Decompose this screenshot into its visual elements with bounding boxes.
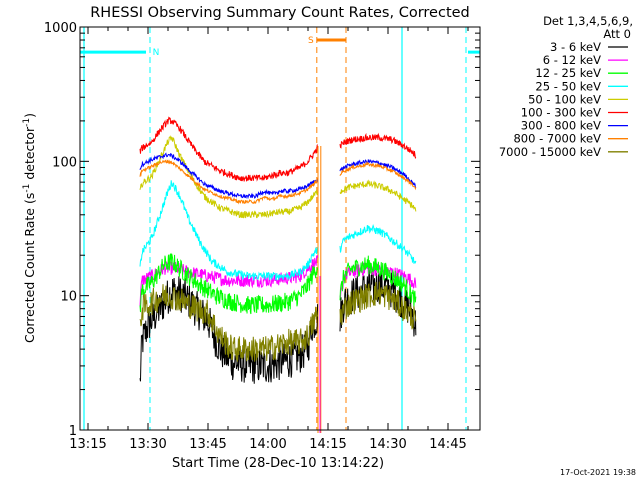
- series-line: [139, 180, 319, 281]
- series-50-100-kev: [139, 135, 417, 219]
- y-tick-label: 1: [69, 424, 77, 439]
- series-25-50-kev: [139, 180, 417, 281]
- y-axis-label-part2: detector: [22, 126, 37, 184]
- y-axis-label: Corrected Count Rate (s-1 detector-1): [22, 113, 37, 343]
- series-100-300-kev: [139, 116, 417, 182]
- date-stamp: 17-Oct-2021 19:38: [560, 468, 636, 477]
- series-line: [139, 252, 319, 315]
- legend-label-25-50-kev: 25 - 50 keV: [535, 79, 601, 93]
- series-7000-15000-kev: [139, 281, 417, 362]
- x-tick-label: 13:15: [69, 437, 106, 452]
- y-axis-label-sup2: -1: [22, 118, 32, 127]
- legend-label-100-300-kev: 100 - 300 keV: [521, 106, 601, 120]
- y-tick-label: 100: [52, 155, 77, 170]
- series-12-25-kev: [139, 252, 417, 315]
- plot-frame: [79, 26, 481, 431]
- series-800-7000-kev: [139, 159, 417, 205]
- series-layer: [139, 116, 417, 384]
- series-line: [139, 284, 319, 362]
- series-line: [139, 135, 319, 219]
- legend-label-12-25-kev: 12 - 25 keV: [535, 66, 601, 80]
- x-tick-label: 14:30: [369, 437, 406, 452]
- tick-layer: 13:15 13:30 13:45 14:00 14:15 14:30 14:45 1 10 10…: [44, 21, 480, 452]
- x-tick-label: 13:45: [189, 437, 226, 452]
- y-axis-label-sup1: -1: [22, 184, 32, 193]
- y-tick-label: 1000: [44, 21, 77, 36]
- legend-label-800-7000-kev: 800 - 7000 keV: [513, 132, 601, 146]
- series-line: [139, 116, 319, 182]
- x-tick-label: 14:45: [429, 437, 466, 452]
- legend-label-6-12-kev: 6 - 12 keV: [543, 53, 601, 67]
- legend-label-3-6-kev: 3 - 6 keV: [550, 40, 601, 54]
- y-tick-label: 10: [60, 290, 77, 305]
- y-axis-label-part1: Corrected Count Rate (s: [22, 193, 37, 343]
- legend-label-50-100-kev: 50 - 100 keV: [528, 92, 601, 106]
- series-line: [339, 255, 417, 308]
- series-line: [139, 276, 319, 384]
- series-line: [339, 160, 417, 191]
- legend-label-300-800-kev: 300 - 800 keV: [521, 119, 601, 133]
- x-axis-label: Start Time (28-Dec-10 13:14:22): [172, 456, 384, 471]
- flag-label-s: S: [308, 36, 314, 46]
- x-tick-label: 14:00: [249, 437, 286, 452]
- plot-area: NS 13:15 13:30 13:45 14:00 14:15 14:30 14:4511…: [44, 21, 481, 452]
- legend-label-7000-15000-kev: 7000 - 15000 keV: [499, 145, 601, 159]
- series-line: [139, 159, 319, 205]
- y-axis-label-part3: ): [22, 113, 37, 118]
- series-line: [339, 132, 417, 160]
- series-line: [139, 152, 319, 200]
- x-tick-label: 13:30: [129, 437, 166, 452]
- x-tick-label: 14:15: [309, 437, 346, 452]
- flag-label-n: N: [153, 48, 160, 58]
- series-line: [339, 281, 417, 330]
- series-3-6-kev: [139, 268, 417, 384]
- flag-layer: NS: [80, 27, 480, 433]
- chart-title: RHESSI Observing Summary Count Rates, Co…: [90, 5, 470, 21]
- series-line: [339, 179, 417, 212]
- legend-header-line2: Att 0: [603, 27, 631, 41]
- series-line: [339, 223, 417, 264]
- legend-header-line1: Det 1,3,4,5,6,9,: [543, 14, 633, 28]
